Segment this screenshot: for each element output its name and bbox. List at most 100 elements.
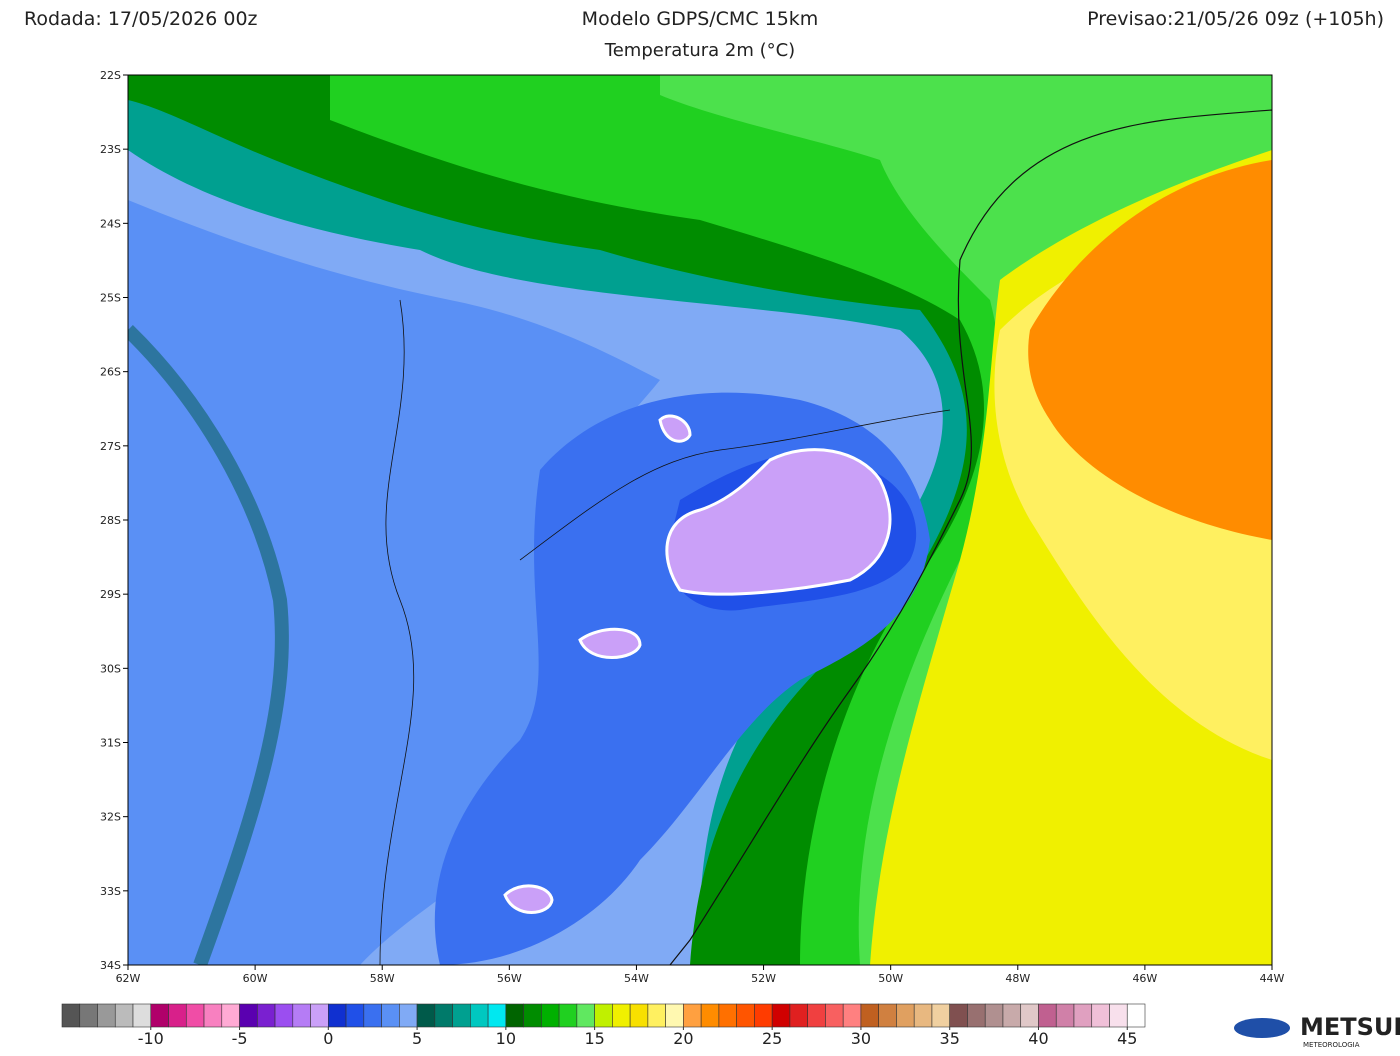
colorbar-label: 15 [584, 1029, 604, 1048]
colorbar-swatch [878, 1003, 897, 1028]
colorbar-swatch [736, 1003, 755, 1028]
colorbar-label: 35 [940, 1029, 960, 1048]
colorbar-swatch [612, 1003, 631, 1028]
colorbar-swatch [61, 1003, 81, 1028]
y-tick-label: 24S [100, 217, 121, 230]
colorbar-swatch [452, 1003, 471, 1028]
colorbar-swatch [754, 1003, 773, 1028]
temperature-field [128, 75, 1272, 965]
y-tick-label: 30S [100, 662, 121, 675]
colorbar-swatch [665, 1003, 684, 1028]
colorbar-label: 30 [851, 1029, 871, 1048]
colorbar-swatch [558, 1003, 578, 1028]
colorbar-swatch [328, 1003, 347, 1028]
colorbar-swatch [576, 1003, 595, 1028]
colorbar-swatch [771, 1003, 791, 1028]
colorbar-swatch [931, 1003, 951, 1028]
colorbar-swatch [239, 1003, 258, 1028]
colorbar-swatch [434, 1003, 453, 1028]
colorbar-swatch [345, 1003, 365, 1028]
colorbar-label: 40 [1028, 1029, 1048, 1048]
colorbar-label: 20 [673, 1029, 693, 1048]
colorbar-label: -5 [232, 1029, 248, 1048]
logo-mark [1234, 1018, 1290, 1038]
colorbar-swatch [256, 1003, 276, 1028]
y-tick-label: 32S [100, 811, 121, 824]
x-tick-label: 52W [751, 972, 776, 985]
y-tick-label: 22S [100, 69, 121, 82]
colorbar-swatch [132, 1003, 152, 1028]
colorbar-swatch [185, 1003, 205, 1028]
logo: METSUL METEOROLOGIA [1234, 1013, 1400, 1049]
colorbar-swatch [1091, 1003, 1110, 1028]
colorbar-swatch [363, 1003, 382, 1028]
x-tick-label: 62W [116, 972, 141, 985]
colorbar-swatch [487, 1003, 507, 1028]
colorbar-swatch [310, 1003, 329, 1028]
colorbar-swatch [505, 1003, 524, 1028]
title: Modelo GDPS/CMC 15km [582, 8, 819, 30]
colorbar-swatch [1109, 1003, 1128, 1028]
subtitle: Temperatura 2m (°C) [604, 40, 795, 61]
colorbar-swatch [168, 1003, 187, 1028]
colorbar-swatch [683, 1003, 702, 1028]
colorbar-swatch [97, 1003, 116, 1028]
x-tick-label: 56W [497, 972, 522, 985]
y-tick-label: 23S [100, 143, 121, 156]
colorbar-swatch [807, 1003, 826, 1028]
colorbar-swatch [221, 1003, 240, 1028]
y-tick-label: 28S [100, 514, 121, 527]
y-tick-label: 27S [100, 440, 121, 453]
colorbar-swatch [629, 1003, 649, 1028]
colorbar-swatch [1038, 1003, 1057, 1028]
colorbar-swatch [700, 1003, 720, 1028]
colorbar-swatch [896, 1003, 915, 1028]
colorbar-swatch [203, 1003, 223, 1028]
colorbar-swatch [967, 1003, 986, 1028]
colorbar-swatch [523, 1003, 542, 1028]
x-tick-label: 48W [1005, 972, 1030, 985]
logo-tagline: METEOROLOGIA [1303, 1041, 1360, 1049]
x-tick-label: 60W [243, 972, 268, 985]
colorbar-swatch [860, 1003, 879, 1028]
colorbar-swatch [825, 1003, 844, 1028]
y-tick-label: 25S [100, 292, 121, 305]
colorbar-swatch [416, 1003, 436, 1028]
y-tick-label: 31S [100, 737, 121, 750]
colorbar-swatch [789, 1003, 808, 1028]
colorbar-swatch [381, 1003, 400, 1028]
colorbar-swatch [1126, 1003, 1146, 1028]
colorbar-label: 25 [762, 1029, 782, 1048]
y-tick-label: 26S [100, 366, 121, 379]
colorbar-swatch [150, 1003, 169, 1028]
colorbar-label: 5 [412, 1029, 422, 1048]
colorbar-swatch [541, 1003, 560, 1028]
colorbar-swatch [842, 1003, 862, 1028]
colorbar-swatch [79, 1003, 98, 1028]
y-tick-label: 33S [100, 885, 121, 898]
colorbar-swatch [292, 1003, 311, 1028]
x-tick-label: 50W [878, 972, 903, 985]
colorbar-swatch [1020, 1003, 1039, 1028]
logo-name: METSUL [1300, 1013, 1400, 1041]
y-tick-label: 34S [100, 959, 121, 972]
colorbar-swatch [399, 1003, 418, 1028]
colorbar-swatch [470, 1003, 489, 1028]
colorbar-swatch [594, 1003, 613, 1028]
x-tick-label: 44W [1260, 972, 1285, 985]
x-tick-label: 46W [1132, 972, 1157, 985]
run-label: Rodada: 17/05/2026 00z [24, 8, 258, 30]
colorbar-label: -10 [138, 1029, 164, 1048]
colorbar-swatch [913, 1003, 933, 1028]
y-tick-label: 29S [100, 588, 121, 601]
colorbar-swatch [1002, 1003, 1022, 1028]
colorbar-swatch [274, 1003, 294, 1028]
colorbar-swatch [647, 1003, 666, 1028]
colorbar-swatch [718, 1003, 737, 1028]
colorbar-label: 45 [1117, 1029, 1137, 1048]
colorbar-swatch [114, 1003, 134, 1028]
colorbar-swatch [949, 1003, 968, 1028]
colorbar-label: 0 [323, 1029, 333, 1048]
forecast-label: Previsao:21/05/26 09z (+105h) [1087, 8, 1384, 30]
